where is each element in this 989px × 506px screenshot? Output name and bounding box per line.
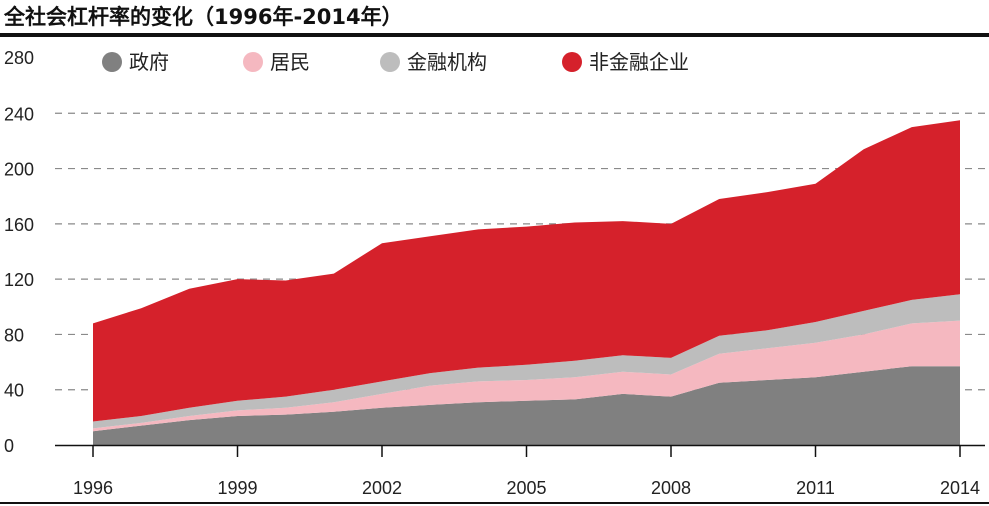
x-tick-label: 2011 bbox=[796, 478, 835, 498]
y-tick-label: 120 bbox=[4, 270, 34, 290]
x-tick-label: 1996 bbox=[73, 478, 113, 498]
area-series-3 bbox=[93, 120, 960, 422]
x-tick-label: 2008 bbox=[651, 478, 691, 498]
title-rule bbox=[0, 33, 989, 37]
legend-label-3: 非金融企业 bbox=[589, 50, 689, 74]
legend-label-1: 居民 bbox=[270, 50, 310, 74]
area-series-0 bbox=[93, 366, 960, 445]
x-tick-label: 2002 bbox=[362, 478, 402, 498]
legend-label-2: 金融机构 bbox=[407, 50, 487, 74]
area-series-1 bbox=[93, 320, 960, 432]
chart-title: 全社会杠杆率的变化（1996年-2014年） bbox=[3, 5, 403, 29]
x-tick-label: 1999 bbox=[217, 478, 257, 498]
area-series-2 bbox=[93, 294, 960, 429]
y-tick-label: 160 bbox=[4, 215, 34, 235]
area-series-group bbox=[93, 120, 960, 445]
bottom-rule bbox=[0, 502, 989, 504]
y-tick-label: 0 bbox=[4, 436, 14, 456]
y-tick-label: 240 bbox=[4, 104, 34, 124]
y-tick-label: 40 bbox=[4, 381, 24, 401]
y-tick-label: 80 bbox=[4, 325, 24, 345]
legend-label-0: 政府 bbox=[129, 50, 169, 74]
x-tick-label: 2014 bbox=[940, 478, 980, 498]
y-tick-label: 200 bbox=[4, 160, 34, 180]
legend-swatch-1 bbox=[243, 52, 263, 72]
legend: 政府 居民 金融机构 非金融企业 bbox=[102, 50, 689, 74]
legend-swatch-3 bbox=[562, 52, 582, 72]
legend-swatch-0 bbox=[102, 52, 122, 72]
axes: 0 40 80 120 160 200 240 280 1996 1999 2002 2005 2008… bbox=[4, 48, 985, 498]
legend-swatch-2 bbox=[380, 52, 400, 72]
y-tick-label: 280 bbox=[4, 48, 34, 68]
x-tick-label: 2005 bbox=[506, 478, 546, 498]
